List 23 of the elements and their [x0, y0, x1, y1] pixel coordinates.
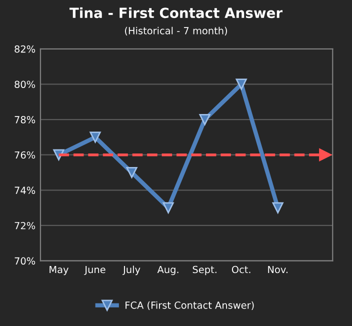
- point: [126, 166, 138, 178]
- x-tick-label: Oct.: [232, 266, 250, 274]
- x-tick-label: July: [122, 266, 140, 276]
- x-tick-label: Sept.: [192, 266, 216, 276]
- x-tick-label: June: [84, 266, 106, 275]
- y-tick-label: 74%: [14, 186, 36, 194]
- chart-title: Tina - First Contact Answer: [70, 7, 283, 18]
- point: [236, 78, 247, 90]
- chart-subtitle: (Historical - 7 month): [125, 26, 227, 36]
- x-tick-label: May: [50, 266, 68, 276]
- y-tick-label: 82%: [14, 45, 36, 53]
- point: [162, 202, 174, 214]
- point: [199, 114, 210, 126]
- y-tick-label: 78%: [14, 116, 36, 124]
- y-tick-label: 80%: [14, 80, 36, 88]
- y-tick-label: 76%: [14, 151, 36, 159]
- point: [272, 202, 284, 214]
- y-tick-label: 70%: [14, 257, 36, 265]
- point: [90, 132, 101, 143]
- y-tick-label: 72%: [14, 222, 36, 230]
- x-tick-label: Aug.: [157, 266, 178, 276]
- legend-label: FCA (First Contact Answer): [126, 301, 254, 310]
- x-tick-label: Nov.: [268, 266, 288, 274]
